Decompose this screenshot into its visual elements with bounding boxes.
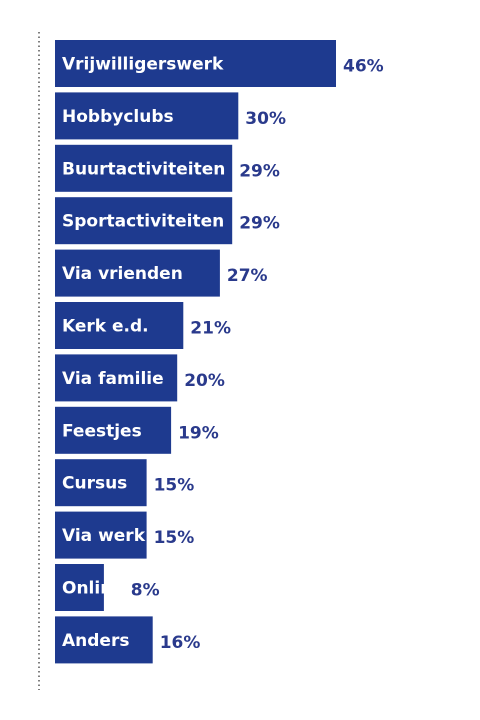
category-label-3: Sportactiviteiten bbox=[62, 212, 224, 232]
category-label-10: Online bbox=[62, 579, 124, 599]
category-label-7: Feestjes bbox=[62, 421, 142, 441]
value-label-5: 21% bbox=[190, 319, 231, 339]
category-label-2: Buurtactiviteiten bbox=[62, 159, 225, 179]
value-label-2: 29% bbox=[239, 161, 280, 181]
bar-1 bbox=[55, 92, 239, 140]
category-label-11: Anders bbox=[62, 631, 129, 651]
value-label-7: 19% bbox=[178, 423, 219, 443]
bar-8 bbox=[55, 459, 147, 507]
value-label-10: 8% bbox=[131, 581, 160, 601]
bar-9 bbox=[55, 511, 147, 559]
bars-group: Vrijwilligerswerk 46% Hobbyclubs 30% Buurtac… bbox=[55, 40, 384, 664]
value-label-0: 46% bbox=[343, 57, 384, 77]
value-label-9: 15% bbox=[154, 528, 195, 548]
bar-2 bbox=[55, 144, 233, 192]
value-label-6: 20% bbox=[184, 371, 225, 391]
bar-5 bbox=[55, 302, 184, 349]
category-label-5: Kerk e.d. bbox=[62, 317, 149, 337]
bar-10 bbox=[55, 564, 104, 611]
bar-6 bbox=[55, 354, 178, 402]
value-label-8: 15% bbox=[154, 476, 195, 496]
category-label-6: Via familie bbox=[62, 369, 164, 389]
category-label-4: Via vrienden bbox=[62, 264, 183, 284]
category-label-8: Cursus bbox=[62, 474, 127, 494]
value-label-3: 29% bbox=[239, 214, 280, 234]
value-label-4: 27% bbox=[227, 266, 268, 286]
bar-4 bbox=[55, 249, 220, 297]
bar-3 bbox=[55, 197, 233, 245]
value-label-1: 30% bbox=[245, 109, 286, 129]
category-label-9: Via werk bbox=[62, 526, 146, 546]
bar-0 bbox=[55, 40, 336, 87]
bar-11 bbox=[55, 616, 153, 664]
category-label-0: Vrijwilligerswerk bbox=[62, 55, 224, 75]
bar-7 bbox=[55, 406, 172, 454]
value-label-11: 16% bbox=[160, 633, 201, 653]
category-label-1: Hobbyclubs bbox=[62, 107, 174, 127]
